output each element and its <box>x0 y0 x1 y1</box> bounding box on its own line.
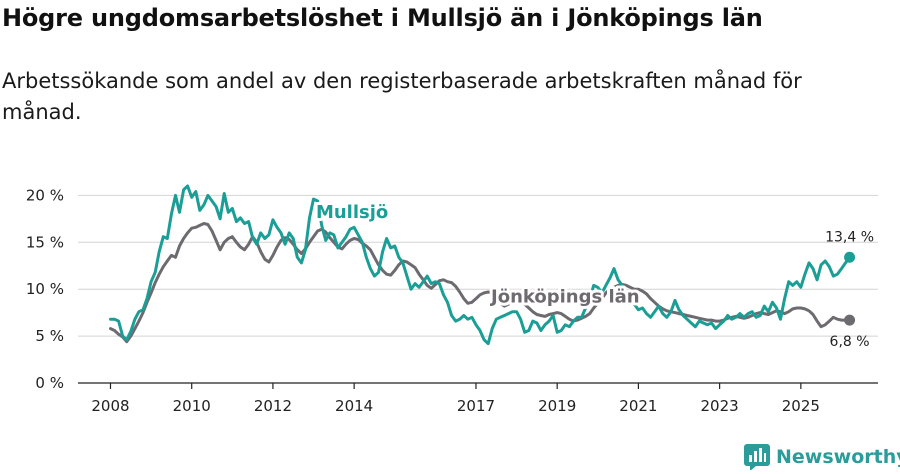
chart-title: Högre ungdomsarbetslöshet i Mullsjö än i… <box>2 4 763 32</box>
end-point-j-nk-pings-l-n <box>844 314 856 326</box>
x-tick-label: 2008 <box>91 397 129 415</box>
x-tick-label: 2019 <box>538 397 576 415</box>
brand-name: Newsworthy <box>776 446 900 468</box>
x-tick-label: 2012 <box>254 397 292 415</box>
x-tick-label: 2010 <box>173 397 211 415</box>
y-tick-label: 20 % <box>26 186 64 204</box>
x-tick-label: 2017 <box>457 397 495 415</box>
bar-chart-logo-icon <box>744 444 770 470</box>
end-point-mullsj- <box>844 251 856 263</box>
chart-subtitle: Arbetssökande som andel av den registerb… <box>2 69 802 124</box>
y-tick-label: 15 % <box>26 233 64 251</box>
series-line-j-nk-pings-l-n <box>109 222 852 344</box>
x-tick-label: 2023 <box>701 397 739 415</box>
series-label-j-nk-pings-l-n: Jönköpings län <box>489 286 640 307</box>
end-value-label-mullsj-: 13,4 % <box>825 229 874 245</box>
axes: 0 % 5 % 10 % 15 % 20 % 2008 2010 2012 2014 2017 20… <box>26 186 878 415</box>
y-tick-label: 0 % <box>35 374 64 392</box>
y-tick-label: 5 % <box>35 327 64 345</box>
chart-labels: 6,8 % 13,4 % Mullsjö Jönköpings län <box>313 199 874 350</box>
gridlines <box>78 194 878 337</box>
x-tick-label: 2014 <box>335 397 373 415</box>
x-tick-label: 2025 <box>782 397 820 415</box>
series-lines <box>109 184 856 346</box>
series-line-mullsj- <box>109 184 852 346</box>
newsworthy-brand[interactable]: Newsworthy <box>744 442 900 472</box>
series-label-mullsj-: Mullsjö <box>316 202 388 223</box>
y-tick-label: 10 % <box>26 280 64 298</box>
x-tick-label: 2021 <box>619 397 657 415</box>
end-value-label-j-nk-pings-l-n: 6,8 % <box>830 334 870 350</box>
